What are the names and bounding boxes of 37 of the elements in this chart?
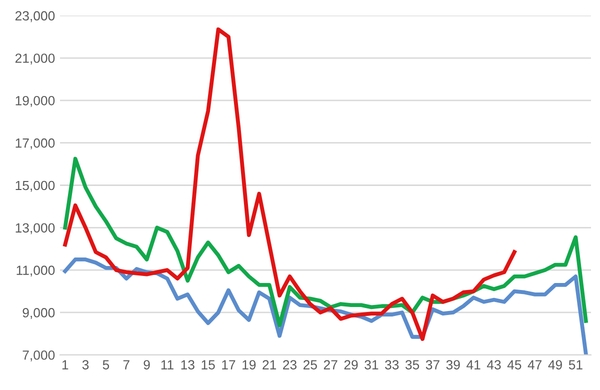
x-tick-label: 29 [344,360,358,370]
x-tick-label: 23 [283,360,297,370]
y-tick-label: 15,000 [16,180,55,192]
x-tick-label: 3 [82,360,89,370]
x-tick-label: 17 [222,360,236,370]
x-tick-label: 35 [405,360,420,370]
y-tick-label: 9,000 [22,308,55,319]
line-series [63,156,588,328]
x-tick-label: 27 [324,360,338,370]
y-tick-label: 13,000 [16,223,55,234]
x-tick-label: 25 [304,360,317,370]
x-tick-label: 31 [364,360,378,370]
x-tick-label: 15 [202,360,215,370]
x-tick-label: 1 [62,360,68,370]
y-tick-label: 11,000 [16,266,55,277]
y-tick-label: 19,000 [16,96,55,107]
x-tick-label: 39 [446,360,460,370]
x-tick-label: 33 [385,360,399,370]
x-tick-label: 9 [144,360,150,370]
line-series [63,27,516,341]
x-tick-label: 5 [102,360,110,370]
x-tick-label: 51 [568,360,582,370]
y-tick-label: 7,000 [22,350,55,362]
y-tick-label: 23,000 [15,11,55,22]
y-tick-label: 21,000 [15,54,55,64]
x-tick-label: 19 [242,360,256,370]
x-tick-label: 49 [548,360,562,370]
y-tick-label: 17,000 [16,138,55,150]
x-tick-label: 37 [426,360,440,370]
x-tick-label: 11 [161,360,174,370]
x-tick-label: 41 [466,360,480,370]
x-tick-label: 13 [181,360,194,370]
x-tick-label: 43 [486,360,501,370]
x-tick-label: 47 [528,360,542,370]
x-tick-label: 7 [123,360,130,370]
x-tick-label: 21 [262,360,276,370]
x-tick-label: 45 [507,360,522,370]
